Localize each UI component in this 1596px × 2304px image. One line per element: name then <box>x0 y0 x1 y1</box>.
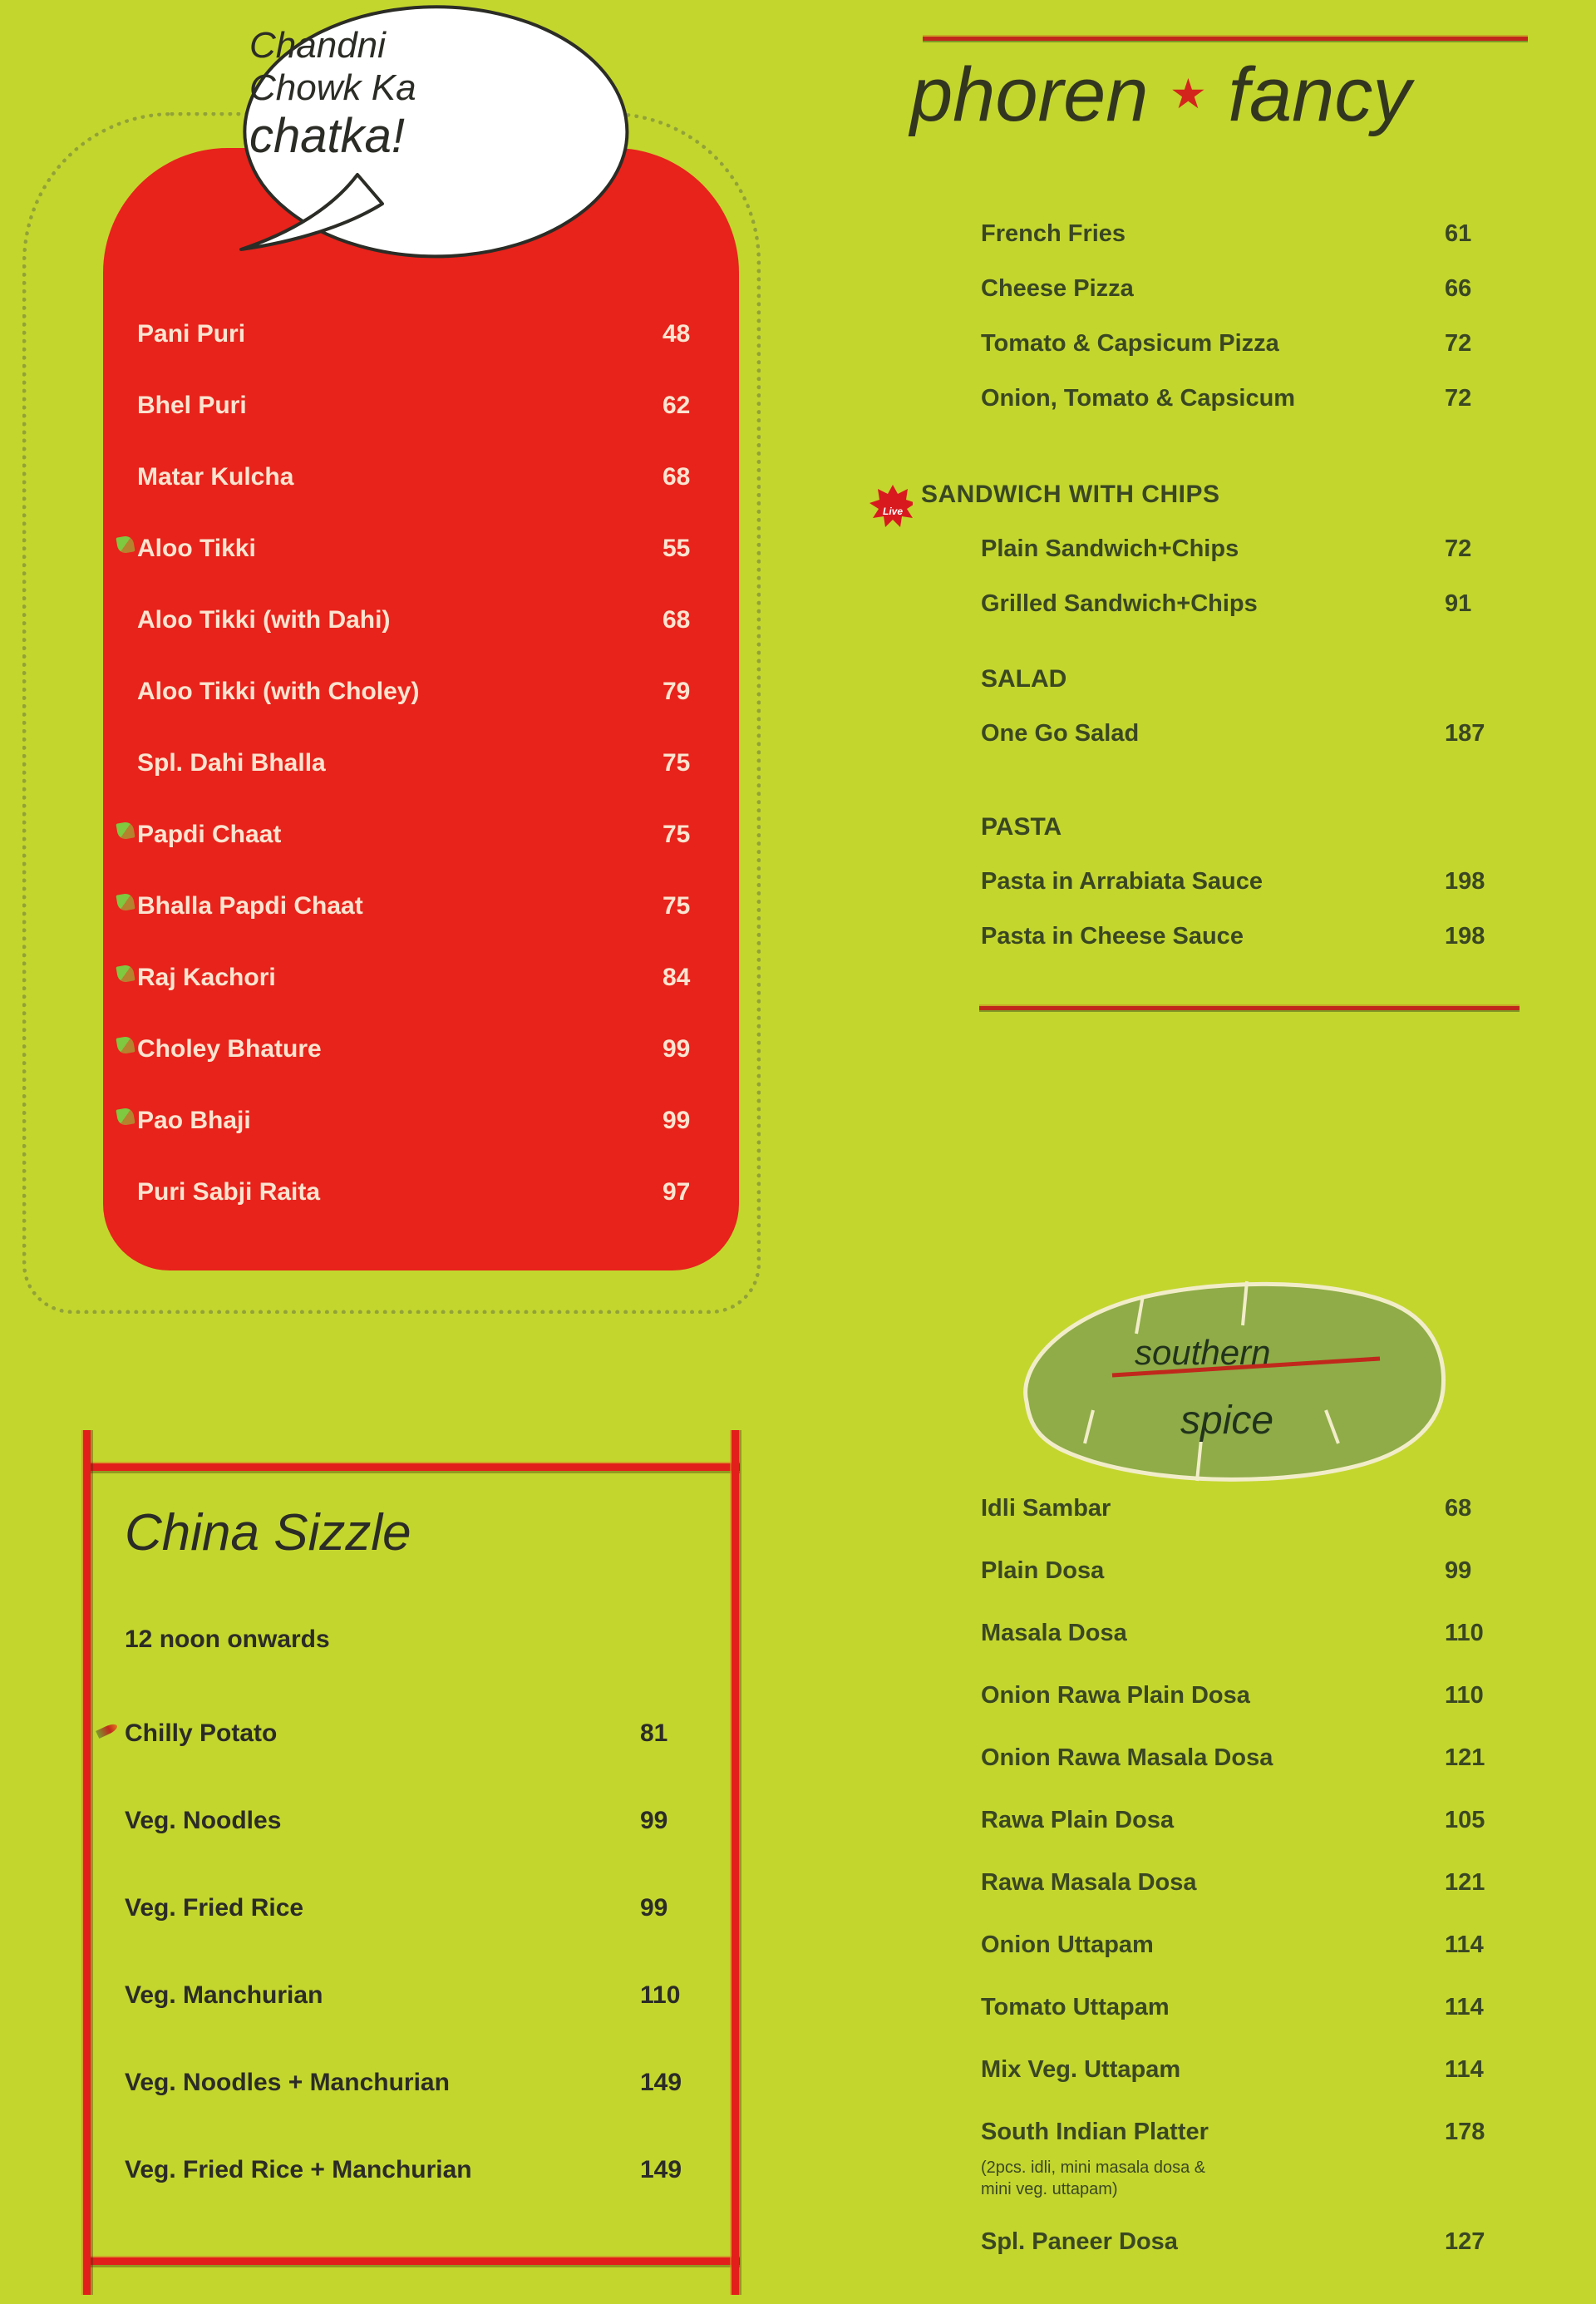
svg-text:Live: Live <box>883 506 903 517</box>
svg-text:spice: spice <box>1180 1399 1273 1443</box>
